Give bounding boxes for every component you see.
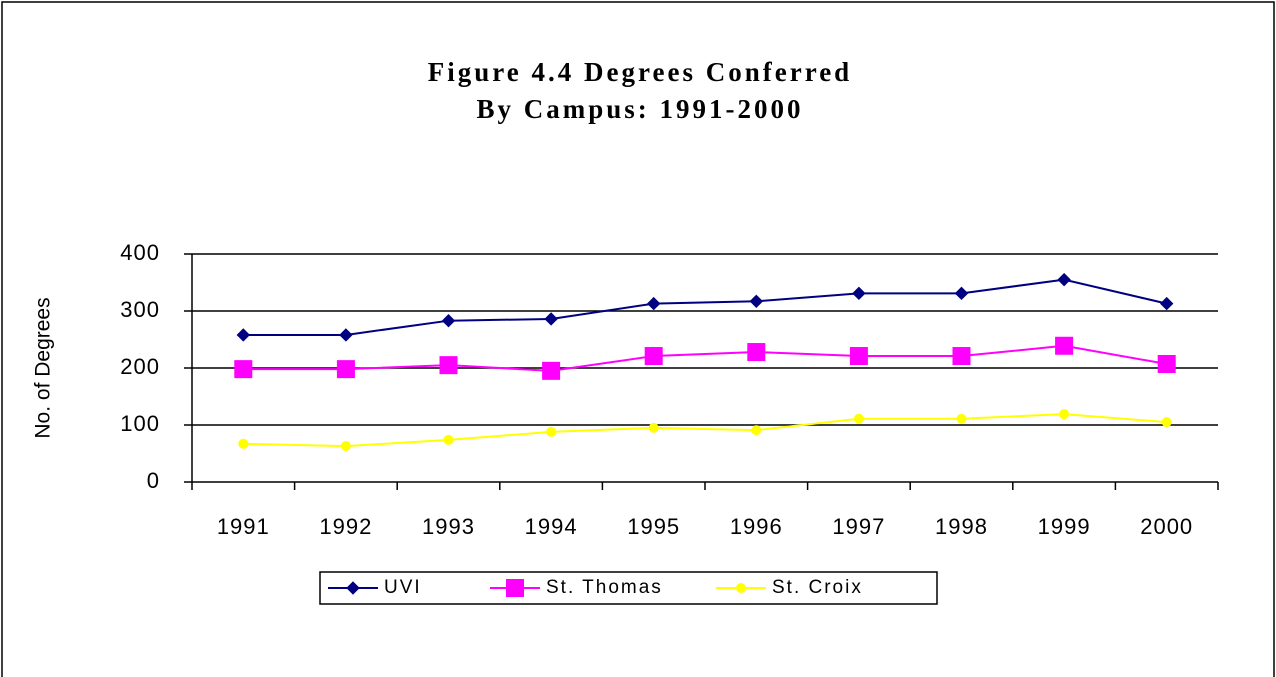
marker xyxy=(1057,272,1071,287)
marker xyxy=(644,347,663,366)
x-tick-label: 1993 xyxy=(422,514,475,539)
marker xyxy=(849,347,868,366)
series-line xyxy=(243,344,1167,372)
y-tick-label: 100 xyxy=(120,411,160,436)
y-axis-label: No. of Degrees xyxy=(32,297,55,438)
x-tick-label: 1994 xyxy=(525,514,578,539)
legend xyxy=(319,571,938,605)
marker xyxy=(751,425,762,436)
marker xyxy=(544,312,558,326)
legend-label: St. Thomas xyxy=(546,577,663,598)
marker xyxy=(648,422,659,433)
marker xyxy=(236,328,251,342)
marker xyxy=(443,434,454,445)
marker xyxy=(506,579,524,597)
marker xyxy=(1161,417,1172,428)
marker xyxy=(542,361,561,380)
y-tick-label: 200 xyxy=(120,354,160,379)
marker xyxy=(1059,409,1070,420)
x-tick-label: 1991 xyxy=(217,514,270,539)
marker xyxy=(234,360,253,379)
x-tick-label: 2000 xyxy=(1140,514,1193,539)
x-tick-label: 1998 xyxy=(935,514,988,539)
marker xyxy=(439,356,458,375)
marker xyxy=(956,413,967,424)
marker xyxy=(441,313,456,328)
marker xyxy=(749,294,764,309)
marker xyxy=(336,360,355,379)
marker xyxy=(238,438,249,449)
marker xyxy=(853,413,864,424)
marker xyxy=(340,441,351,452)
y-tick-label: 400 xyxy=(120,240,160,265)
marker xyxy=(646,296,661,311)
legend-label: UVI xyxy=(384,577,422,598)
y-tick-label: 300 xyxy=(120,297,160,322)
marker xyxy=(1157,355,1176,374)
x-tick-label: 1992 xyxy=(319,514,372,539)
marker xyxy=(852,286,866,301)
series-line xyxy=(243,278,1167,336)
marker xyxy=(1055,336,1074,355)
marker xyxy=(339,328,353,342)
marker xyxy=(954,286,969,301)
legend-label: St. Croix xyxy=(772,577,863,598)
x-tick-label: 1996 xyxy=(730,514,783,539)
marker xyxy=(346,581,360,595)
marker xyxy=(736,583,746,593)
marker xyxy=(546,426,557,437)
x-tick-label: 1999 xyxy=(1038,514,1091,539)
x-tick-label: 1995 xyxy=(627,514,680,539)
y-tick-label: 0 xyxy=(147,468,160,493)
marker xyxy=(952,347,971,366)
marker xyxy=(1159,296,1174,311)
marker xyxy=(747,343,766,362)
x-tick-label: 1997 xyxy=(832,514,885,539)
chart-title: By Campus: 1991-2000 xyxy=(476,94,803,124)
chart-title: Figure 4.4 Degrees Conferred xyxy=(428,57,852,87)
series-line xyxy=(243,413,1167,448)
